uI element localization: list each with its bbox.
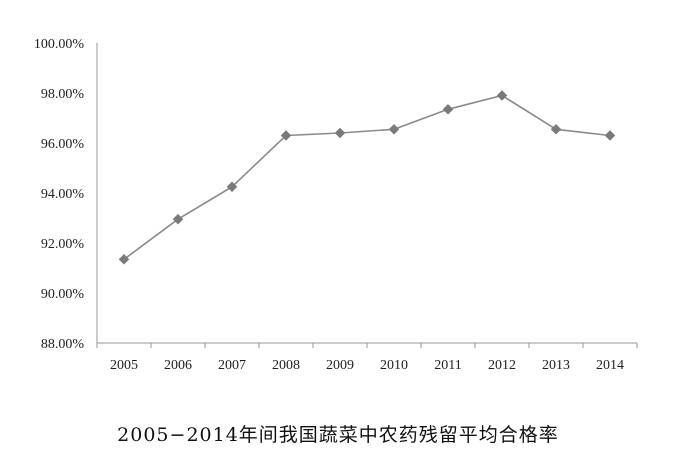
y-tick-label: 94.00% (41, 187, 85, 202)
data-point-marker (496, 90, 508, 101)
y-tick-label: 98.00% (41, 87, 85, 102)
x-tick-label: 2010 (380, 358, 408, 373)
x-tick-label: 2012 (488, 358, 516, 373)
x-tick-label: 2008 (272, 358, 300, 373)
data-point-marker (226, 181, 238, 193)
line-chart: 88.00% 90.00% 92.00% 94.00% 96.00% 98.00% 100.… (34, 37, 638, 373)
x-tick-label: 2007 (218, 358, 246, 373)
y-tick-label: 96.00% (41, 137, 85, 152)
data-point-marker (118, 253, 130, 265)
y-tick-label: 88.00% (41, 337, 85, 352)
series-line-path (123, 94, 611, 260)
data-point-marker (442, 103, 454, 115)
y-axis: 88.00% 90.00% 92.00% 94.00% 96.00% 98.00% 100.… (34, 37, 98, 352)
data-point-marker (334, 127, 346, 139)
data-point-marker (172, 213, 184, 225)
data-point-marker (280, 130, 292, 141)
data-point-marker (388, 123, 400, 135)
y-tick-label: 92.00% (41, 237, 85, 252)
chart-title: 2005−2014年间我国蔬菜中农药残留平均合格率 (117, 424, 559, 446)
x-tick-label: 2011 (434, 358, 461, 373)
x-tick-label: 2005 (110, 358, 138, 373)
x-axis: 2005 2006 2007 2008 2009 2010 2011 2012 2013 2014 (96, 342, 638, 373)
x-tick-label: 2009 (326, 358, 354, 373)
data-point-marker (604, 130, 616, 141)
y-tick-label: 100.00% (34, 37, 85, 52)
data-point-marker (550, 123, 562, 135)
series-line (118, 90, 616, 265)
x-tick-label: 2013 (542, 358, 570, 373)
y-tick-label: 90.00% (41, 287, 85, 302)
x-tick-label: 2006 (164, 358, 192, 373)
x-tick-label: 2014 (596, 358, 624, 373)
